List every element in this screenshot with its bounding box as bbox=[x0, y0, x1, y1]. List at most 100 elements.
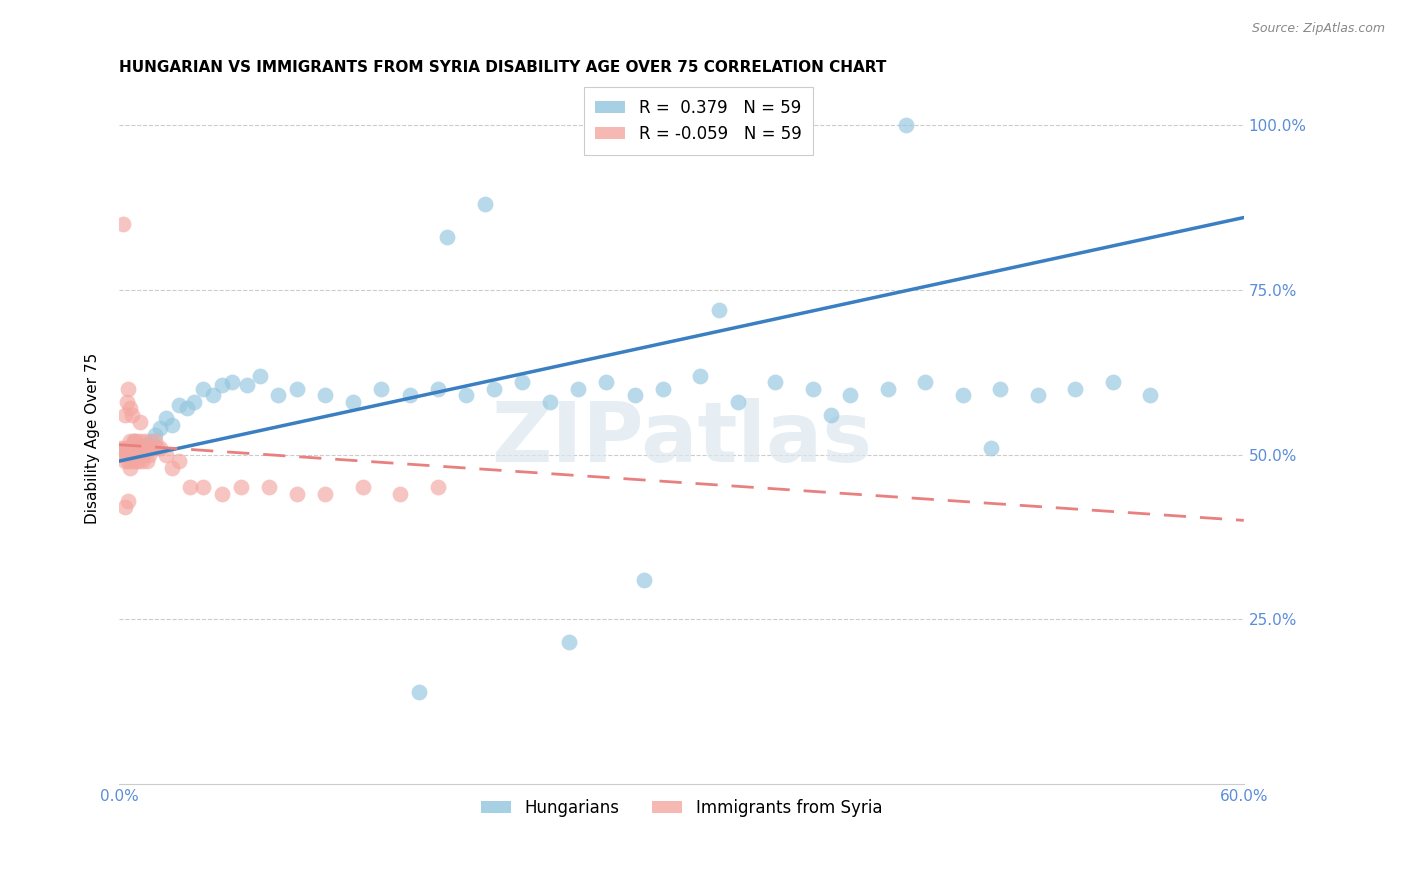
Point bbox=[651, 382, 673, 396]
Point bbox=[122, 448, 145, 462]
Point bbox=[914, 375, 936, 389]
Point bbox=[155, 448, 177, 462]
Point bbox=[235, 378, 257, 392]
Point bbox=[120, 401, 142, 416]
Point bbox=[408, 684, 430, 698]
Point bbox=[155, 411, 177, 425]
Point bbox=[117, 441, 139, 455]
Text: HUNGARIAN VS IMMIGRANTS FROM SYRIA DISABILITY AGE OVER 75 CORRELATION CHART: HUNGARIAN VS IMMIGRANTS FROM SYRIA DISAB… bbox=[120, 60, 886, 75]
Point bbox=[436, 230, 458, 244]
Point bbox=[136, 438, 159, 452]
Point bbox=[538, 395, 561, 409]
Point bbox=[257, 480, 280, 494]
Point bbox=[149, 421, 172, 435]
Point bbox=[120, 434, 142, 449]
Point bbox=[128, 441, 150, 455]
Point bbox=[179, 480, 201, 494]
Point bbox=[474, 197, 496, 211]
Point bbox=[160, 417, 183, 432]
Point bbox=[389, 487, 412, 501]
Point bbox=[132, 441, 155, 455]
Point bbox=[125, 454, 148, 468]
Text: ZIPatlas: ZIPatlas bbox=[491, 398, 872, 479]
Point bbox=[183, 395, 205, 409]
Point bbox=[707, 302, 730, 317]
Legend: Hungarians, Immigrants from Syria: Hungarians, Immigrants from Syria bbox=[474, 792, 889, 824]
Point bbox=[176, 401, 198, 416]
Point bbox=[131, 441, 153, 455]
Point bbox=[117, 493, 139, 508]
Point bbox=[138, 448, 160, 462]
Point bbox=[370, 382, 392, 396]
Point bbox=[285, 382, 308, 396]
Point bbox=[132, 448, 155, 462]
Point bbox=[801, 382, 824, 396]
Point bbox=[121, 454, 143, 468]
Point bbox=[211, 378, 233, 392]
Point bbox=[426, 480, 449, 494]
Point bbox=[110, 441, 132, 455]
Point bbox=[143, 434, 166, 449]
Point bbox=[193, 480, 215, 494]
Point bbox=[558, 635, 581, 649]
Point bbox=[134, 441, 156, 455]
Point bbox=[633, 573, 655, 587]
Point bbox=[132, 441, 155, 455]
Point bbox=[193, 382, 215, 396]
Point bbox=[314, 487, 336, 501]
Point bbox=[763, 375, 786, 389]
Point bbox=[122, 434, 145, 449]
Point bbox=[249, 368, 271, 383]
Point bbox=[127, 441, 149, 455]
Point bbox=[120, 460, 142, 475]
Point bbox=[167, 398, 190, 412]
Point bbox=[820, 408, 842, 422]
Point bbox=[342, 395, 364, 409]
Point bbox=[127, 438, 149, 452]
Point bbox=[1139, 388, 1161, 402]
Point bbox=[839, 388, 862, 402]
Point bbox=[136, 454, 159, 468]
Point bbox=[114, 500, 136, 515]
Point bbox=[134, 434, 156, 449]
Point bbox=[952, 388, 974, 402]
Point bbox=[510, 375, 533, 389]
Point bbox=[115, 448, 138, 462]
Point bbox=[131, 444, 153, 458]
Point bbox=[128, 415, 150, 429]
Point bbox=[114, 444, 136, 458]
Point bbox=[285, 487, 308, 501]
Point bbox=[896, 119, 918, 133]
Point bbox=[142, 441, 165, 455]
Point bbox=[136, 441, 159, 455]
Point bbox=[122, 434, 145, 449]
Point bbox=[727, 395, 749, 409]
Point bbox=[221, 375, 243, 389]
Point bbox=[149, 441, 172, 455]
Point bbox=[122, 441, 145, 455]
Point bbox=[201, 388, 224, 402]
Point bbox=[167, 454, 190, 468]
Point bbox=[160, 460, 183, 475]
Point bbox=[114, 441, 136, 455]
Point bbox=[482, 382, 505, 396]
Point bbox=[125, 448, 148, 462]
Point bbox=[229, 480, 252, 494]
Point bbox=[128, 434, 150, 449]
Point bbox=[1101, 375, 1123, 389]
Point bbox=[454, 388, 477, 402]
Point bbox=[131, 454, 153, 468]
Point bbox=[117, 382, 139, 396]
Point bbox=[117, 441, 139, 455]
Point bbox=[426, 382, 449, 396]
Point bbox=[120, 448, 142, 462]
Point bbox=[111, 448, 134, 462]
Point bbox=[127, 448, 149, 462]
Point bbox=[127, 454, 149, 468]
Point bbox=[980, 441, 1002, 455]
Point bbox=[1064, 382, 1087, 396]
Point bbox=[139, 434, 162, 449]
Point bbox=[121, 408, 143, 422]
Point bbox=[567, 382, 589, 396]
Point bbox=[267, 388, 290, 402]
